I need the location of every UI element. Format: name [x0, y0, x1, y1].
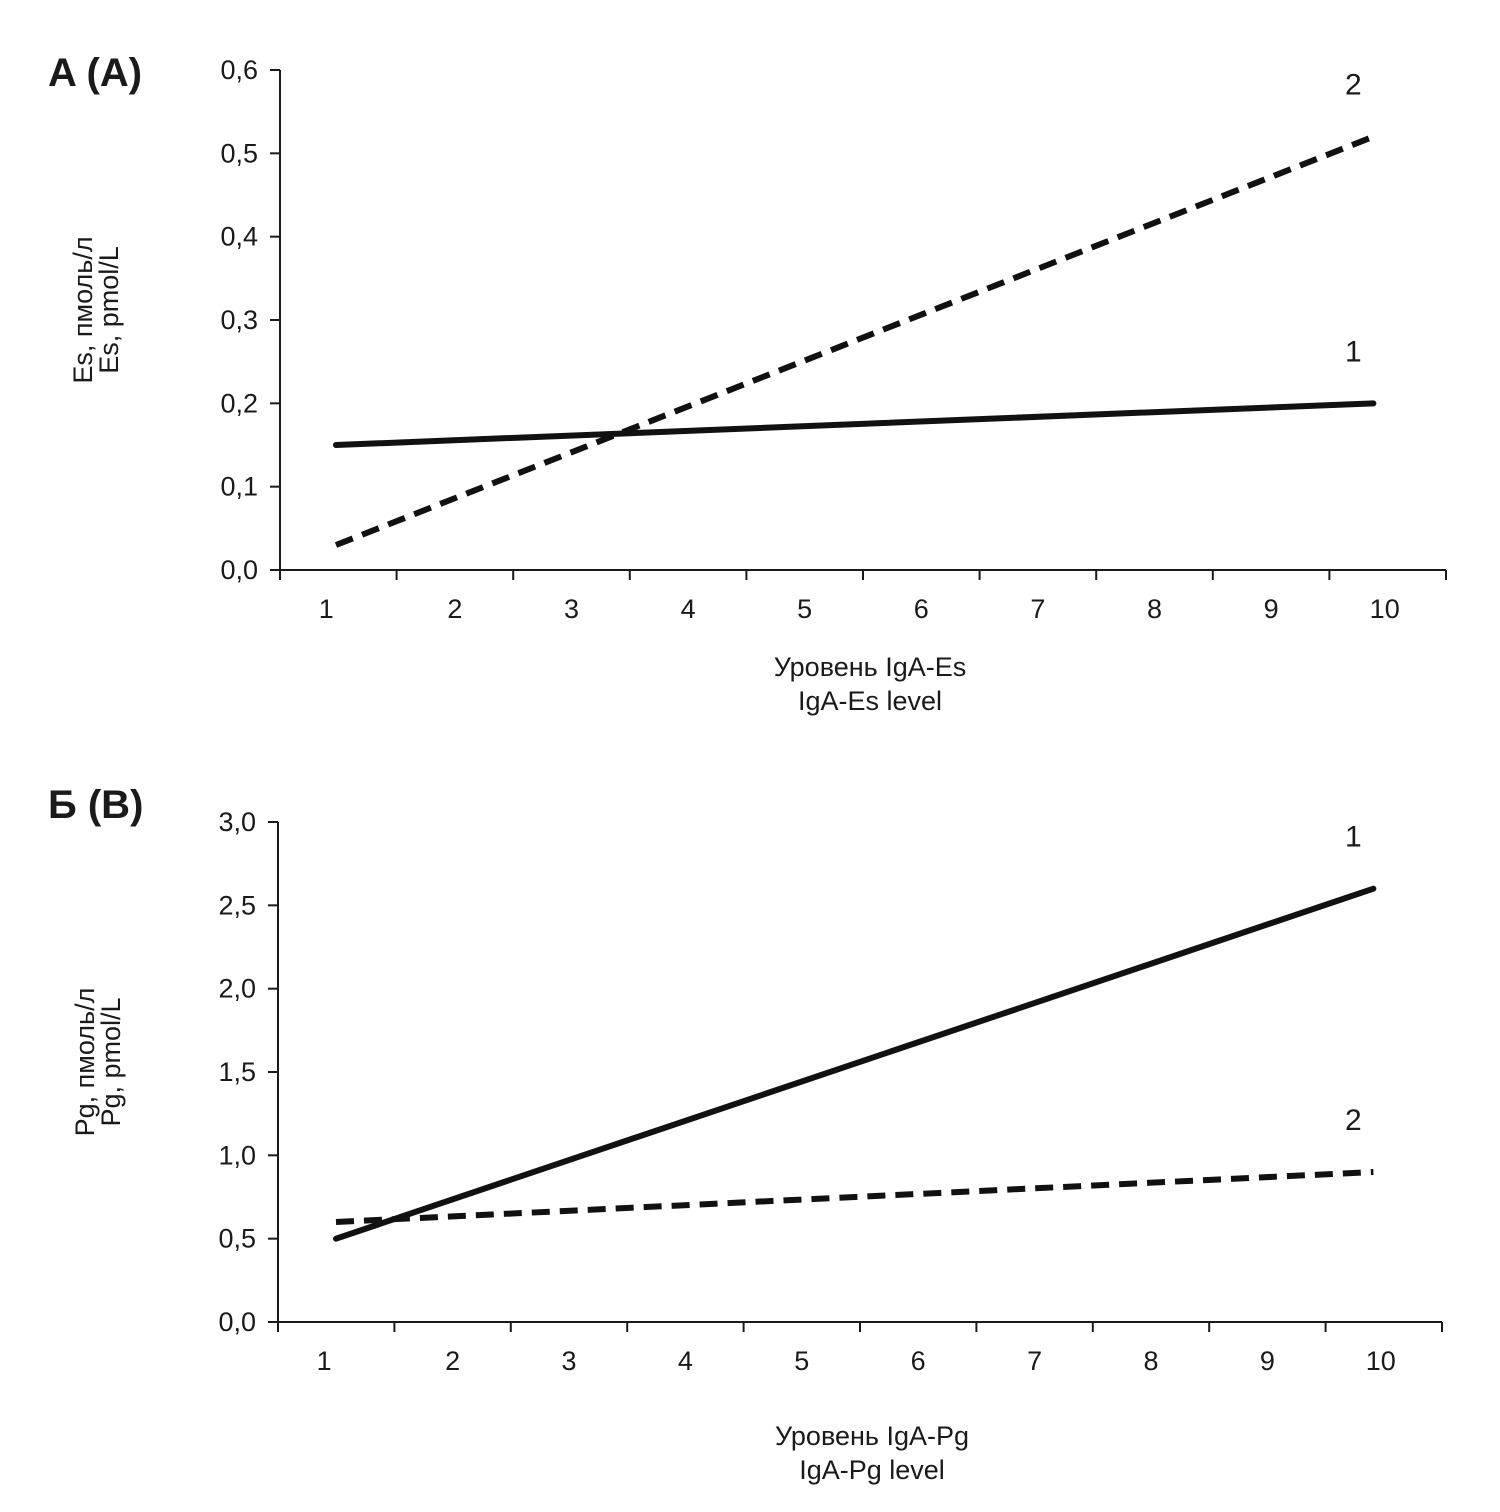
x-tick-label: 1	[319, 594, 334, 624]
y-tick-label: 0,0	[218, 1307, 256, 1337]
y-tick-label: 2,5	[218, 890, 256, 920]
series-label: 2	[1345, 69, 1362, 102]
series-label: 2	[1345, 1104, 1362, 1137]
x-tick-label: 2	[445, 1346, 460, 1376]
x-tick-label: 5	[797, 594, 812, 624]
panel-label: A (A)	[48, 51, 142, 95]
panel-label: Б (B)	[48, 783, 143, 827]
y-axis-title: Es, pmol/L	[94, 246, 124, 374]
x-axis-title: Уровень IgA-Es	[774, 652, 967, 682]
y-tick-label: 1,5	[218, 1057, 256, 1087]
x-axis-title: IgA-Es level	[798, 686, 942, 716]
y-tick-label: 0,4	[220, 222, 258, 252]
x-tick-label: 4	[681, 594, 696, 624]
x-tick-label: 2	[447, 594, 462, 624]
x-tick-label: 6	[914, 594, 929, 624]
series-1-line	[333, 400, 1377, 448]
series-label: 1	[1345, 821, 1362, 854]
y-tick-label: 0,3	[220, 305, 258, 335]
series-label: 1	[1345, 335, 1362, 368]
x-tick-label: 7	[1030, 594, 1045, 624]
y-tick-label: 0,0	[220, 555, 258, 585]
y-tick-label: 0,5	[220, 138, 258, 168]
x-tick-label: 3	[564, 594, 579, 624]
x-tick-label: 8	[1147, 594, 1162, 624]
x-axis-title: Уровень IgA-Pg	[775, 1421, 969, 1451]
y-axis-title: Pg, пмоль/л	[70, 988, 100, 1137]
x-tick-label: 4	[678, 1346, 693, 1376]
x-tick-label: 8	[1143, 1346, 1158, 1376]
x-axis-title: IgA-Pg level	[799, 1455, 945, 1485]
y-tick-label: 1,0	[218, 1140, 256, 1170]
y-tick-label: 0,2	[220, 388, 258, 418]
y-tick-label: 2,0	[218, 974, 256, 1004]
chart-panel-1: A (A) 0,0 0,1 0,2 0,3 0,4 0,5 0,6 1 2 3 4 5 6 7 8 9 10 Es,…	[48, 51, 1447, 716]
x-tick-label: 5	[794, 1346, 809, 1376]
x-tick-label: 1	[317, 1346, 332, 1376]
x-tick-label: 9	[1264, 594, 1279, 624]
x-tick-label: 9	[1260, 1346, 1275, 1376]
series-2-line	[335, 1169, 1374, 1225]
y-tick-label: 0,6	[220, 55, 258, 85]
x-tick-label: 6	[911, 1346, 926, 1376]
y-tick-label: 3,0	[218, 807, 256, 837]
x-tick-label: 10	[1370, 594, 1400, 624]
x-tick-label: 10	[1366, 1346, 1396, 1376]
y-tick-label: 0,1	[220, 472, 258, 502]
series-1-line	[333, 885, 1377, 1242]
y-axis-title: Pg, pmol/L	[96, 997, 126, 1126]
series-2-line	[334, 133, 1375, 548]
y-axis-title: Es, пмоль/л	[68, 236, 98, 383]
chart-panel-2: Б (B) 0,0 0,5 1,0 1,5 2,0 2,5 3,0 1 2 3 4 5 6 7 8 9 10 Pg,…	[48, 783, 1443, 1485]
y-tick-label: 0,5	[218, 1224, 256, 1254]
x-tick-label: 7	[1027, 1346, 1042, 1376]
x-tick-label: 3	[561, 1346, 576, 1376]
